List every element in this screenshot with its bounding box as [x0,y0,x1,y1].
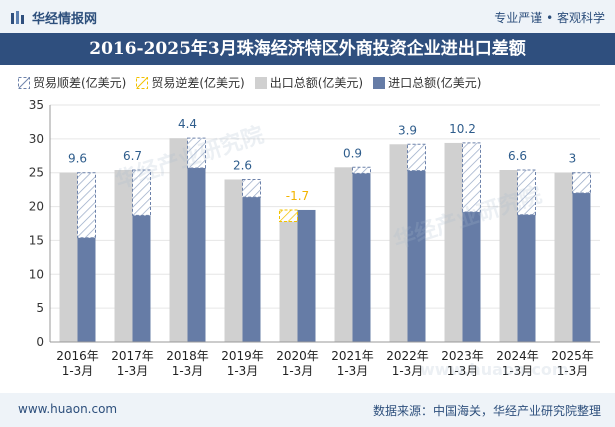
data-label-2: 4.4 [178,117,197,131]
x-tick-label-5-1: 1-3月 [337,364,369,378]
y-tick-label-2: 10 [29,267,44,281]
legend: 贸易顺差(亿美元) 贸易逆差(亿美元) 出口总额(亿美元) 进口总额(亿美元) [18,74,492,91]
y-tick-label-6: 30 [29,132,44,146]
x-tick-label-9-0: 2025年 [551,349,594,363]
deficit-bar-4 [279,209,298,222]
data-label-0: 9.6 [68,152,87,166]
y-tick-label-1: 5 [36,301,44,315]
legend-item-import: 进口总额(亿美元) [373,74,482,91]
data-label-5: 0.9 [343,146,362,160]
import-bar-9 [572,193,591,342]
x-tick-label-8-0: 2024年 [496,349,539,363]
legend-item-surplus: 贸易顺差(亿美元) [18,74,126,91]
export-bar-3 [224,179,243,342]
y-tick-label-4: 20 [29,200,44,214]
surplus-bar-6 [407,143,426,172]
x-tick-label-7-0: 2023年 [441,349,484,363]
import-bar-3 [242,197,261,342]
export-bar-2 [169,138,188,342]
export-bar-6 [389,144,408,342]
import-bar-8 [517,214,536,342]
import-bar-4 [297,209,316,342]
export-bar-0 [59,172,78,342]
x-tick-label-4-1: 1-3月 [282,364,314,378]
x-tick-label-0-0: 2016年 [56,349,99,363]
x-tick-label-3-0: 2019年 [221,349,264,363]
top-bar: 华经情报网 专业严谨 • 客观科学 [0,0,615,33]
x-tick-label-9-1: 1-3月 [557,364,589,378]
legend-label-export: 出口总额(亿美元) [269,76,364,90]
surplus-bar-3 [242,178,261,198]
x-tick-label-6-1: 1-3月 [392,364,424,378]
x-tick-label-7-1: 1-3月 [447,364,479,378]
legend-label-deficit: 贸易逆差(亿美元) [151,76,245,90]
brand-name: 华经情报网 [32,12,98,27]
data-label-8: 6.6 [508,149,527,163]
brand-logo-icon [11,10,24,24]
export-bar-1 [114,170,133,342]
y-tick-label-7: 35 [29,98,44,112]
export-bar-9 [554,172,573,342]
import-bar-0 [77,237,96,342]
x-tick-label-2-1: 1-3月 [172,364,204,378]
export-bar-8 [499,170,518,342]
legend-label-import: 进口总额(亿美元) [388,76,482,90]
x-tick-label-5-0: 2021年 [331,349,374,363]
export-bar-7 [444,142,463,342]
surplus-bar-9 [572,172,591,194]
data-label-1: 6.7 [123,149,142,163]
x-tick-label-3-1: 1-3月 [227,364,259,378]
data-label-6: 3.9 [398,123,417,137]
x-tick-label-1-1: 1-3月 [117,364,149,378]
data-label-4: -1.7 [286,189,309,203]
x-tick-label-0-1: 1-3月 [62,364,94,378]
slogan: 专业严谨 • 客观科学 [494,11,605,25]
x-tick-label-6-0: 2022年 [386,349,429,363]
legend-item-export: 出口总额(亿美元) [254,74,364,91]
import-bar-5 [352,173,371,342]
legend-swatch-surplus [18,76,30,89]
surplus-bar-0 [77,172,96,239]
x-tick-label-2-0: 2018年 [166,349,209,363]
chart-title: 2016-2025年3月珠海经济特区外商投资企业进出口差额 [89,39,526,59]
legend-label-surplus: 贸易顺差(亿美元) [33,76,127,90]
legend-item-deficit: 贸易逆差(亿美元) [136,74,245,91]
legend-swatch-deficit [136,76,149,89]
import-bar-1 [132,215,151,342]
surplus-bar-7 [462,142,481,213]
x-tick-label-8-1: 1-3月 [502,364,534,378]
x-tick-label-4-0: 2020年 [276,349,319,363]
legend-swatch-export [254,76,267,89]
import-bar-7 [462,211,481,342]
surplus-bar-8 [517,169,536,216]
legend-swatch-import [373,76,386,89]
surplus-bar-1 [132,169,151,216]
surplus-bar-5 [352,166,371,174]
footer-source: 数据来源：中国海关，华经产业研究院整理 [372,404,601,418]
import-bar-2 [187,167,206,342]
export-bar-5 [334,167,353,342]
import-bar-6 [407,170,426,342]
export-bar-4 [279,221,298,342]
brand: 华经情报网 [10,8,97,27]
y-tick-label-3: 15 [29,233,44,247]
surplus-bar-2 [187,137,206,169]
y-tick-label-5: 25 [29,166,44,180]
data-label-7: 10.2 [449,122,476,136]
data-label-3: 2.6 [233,158,252,172]
data-label-9: 3 [569,152,577,166]
y-tick-label-0: 0 [36,335,44,349]
x-tick-label-1-0: 2017年 [111,349,154,363]
title-bar: 2016-2025年3月珠海经济特区外商投资企业进出口差额 [0,33,615,65]
footer: www.huaon.com 数据来源：中国海关，华经产业研究院整理 [0,393,615,427]
footer-site: www.huaon.com [18,402,118,416]
